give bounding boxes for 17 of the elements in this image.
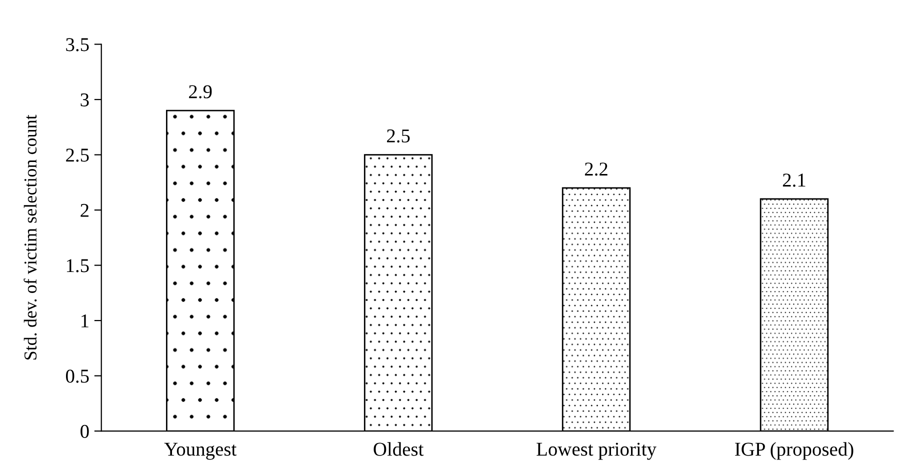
x-tick-label: Oldest <box>374 442 424 456</box>
x-tick-label: IGP (proposed) <box>735 442 854 460</box>
data-label: 2.2 <box>584 162 608 176</box>
x-tick-label: Youngest <box>164 442 237 460</box>
y-tick-label: 3.5 <box>66 38 89 52</box>
y-tick-label: 2 <box>80 204 88 217</box>
data-label: 2.9 <box>189 85 212 98</box>
y-tick-label: 1 <box>82 314 88 328</box>
y-axis-title: Std. dev. of victim selection count <box>24 114 37 360</box>
y-tick-label: 2.5 <box>66 148 89 162</box>
y-tick-label: 1.5 <box>66 259 89 272</box>
y-tick-label: 3 <box>80 93 89 106</box>
x-tick-label: Lowest priority <box>536 442 656 460</box>
data-label: 2.1 <box>782 174 806 187</box>
data-label: 2.5 <box>387 129 410 143</box>
y-tick-label: 0.5 <box>66 370 89 383</box>
y-tick-label: 0 <box>80 424 89 438</box>
